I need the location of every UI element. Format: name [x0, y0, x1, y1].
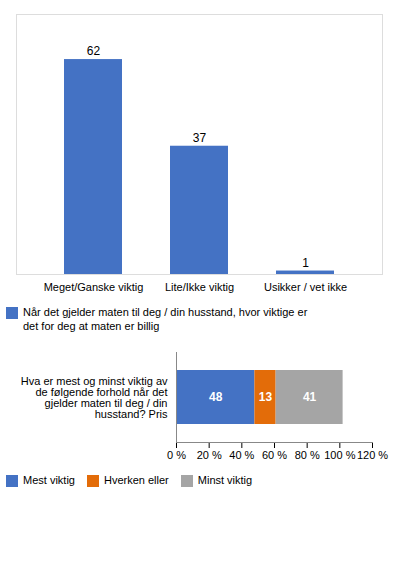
svg-text:40 %: 40 %: [229, 449, 254, 461]
html-text:Når det gjelder maten til deg: Når det gjelder maten til deg / din huss…: [23, 306, 308, 332]
html-text:Hverken eller: Hverken eller: [104, 473, 169, 486]
svg-text:41: 41: [303, 390, 317, 404]
svg-text:20 %: 20 %: [197, 449, 222, 461]
svg-text:13: 13: [259, 390, 273, 404]
svg-text:100 %: 100 %: [324, 449, 355, 461]
svg-text:0 %: 0 %: [167, 449, 186, 461]
svg-text:Meget/Ganske viktig: Meget/Ganske viktig: [44, 281, 144, 293]
svg-text:80 %: 80 %: [295, 449, 320, 461]
svg-text:Usikker / vet ikke: Usikker / vet ikke: [264, 281, 347, 293]
html-text:Minst viktig: Minst viktig: [197, 473, 253, 486]
svg-text:60 %: 60 %: [262, 449, 287, 461]
svg-text:Hva er mest og minst viktig av: Hva er mest og minst viktig avde følgend…: [21, 374, 168, 419]
svg-text:48: 48: [209, 390, 223, 404]
svg-text:37: 37: [193, 131, 207, 145]
svg-text:120 %: 120 %: [357, 449, 388, 461]
svg-text:1: 1: [302, 256, 309, 270]
svg-text:Lite/Ikke viktig: Lite/Ikke viktig: [165, 281, 234, 293]
svg-text:62: 62: [87, 44, 101, 58]
html-text:Mest viktig: Mest viktig: [23, 473, 75, 486]
